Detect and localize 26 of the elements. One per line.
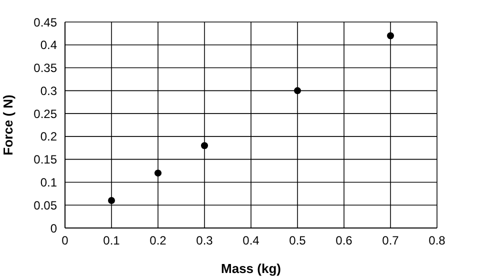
y-tick-label: 0.1	[40, 175, 58, 190]
x-tick-label: 0.4	[242, 234, 260, 248]
y-tick-label: 0.15	[34, 152, 58, 167]
x-tick-label: 0.6	[336, 234, 353, 248]
point	[154, 170, 162, 177]
y-tick-label: 0	[50, 221, 58, 236]
x-axis-title: Mass (kg)	[221, 261, 281, 276]
y-tick-label: 0.2	[40, 130, 58, 144]
y-tick-label: 0.3	[40, 84, 58, 98]
x-tick-label: 0	[62, 234, 69, 248]
point	[387, 32, 394, 40]
y-tick-label: 0.4	[40, 38, 58, 52]
x-tick-label: 0.5	[289, 234, 306, 248]
x-tick-label: 0.8	[428, 234, 446, 248]
x-tick-label: 0.2	[150, 234, 167, 248]
x-tick-label: 0.1	[103, 234, 120, 248]
y-tick-label: 0.35	[34, 61, 58, 76]
point	[108, 197, 115, 204]
x-tick-label: 0.3	[196, 234, 214, 248]
y-tick-label: 0.05	[34, 198, 58, 212]
x-tick-label: 0.7	[382, 234, 400, 248]
point	[201, 142, 208, 150]
point	[294, 87, 301, 94]
y-tick-label: 0.45	[34, 15, 58, 30]
y-tick-label: 0.25	[34, 106, 58, 121]
y-axis-title: Force ( N)	[0, 94, 16, 156]
